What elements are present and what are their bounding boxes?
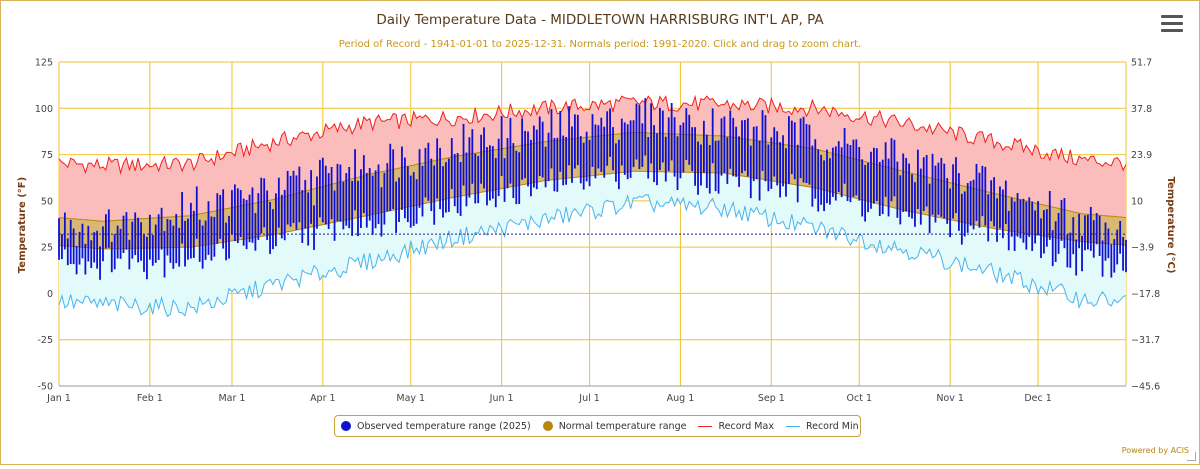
y-tick-label: 100 [35, 104, 53, 115]
legend-item-normal[interactable]: Normal temperature range [542, 420, 687, 432]
normal-low-line [58, 170, 1127, 250]
y-tick-label-right: 23.9 [1131, 150, 1152, 161]
legend-item-observed[interactable]: Observed temperature range (2025) [341, 421, 531, 432]
y-tick-label: 75 [41, 150, 53, 161]
record-max-area [59, 96, 1126, 222]
x-tick-label: Apr 1 [310, 393, 336, 404]
legend-label-normal: Normal temperature range [558, 420, 687, 432]
chart-title: Daily Temperature Data - MIDDLETOWN HARR… [376, 12, 824, 28]
y-tick-label: 125 [35, 58, 53, 69]
powered-by-acis-link[interactable]: Powered by ACIS [1121, 446, 1189, 455]
y-tick-label: -25 [37, 335, 53, 346]
y-tick-label-right: 10 [1131, 196, 1143, 207]
record-min-line[interactable] [58, 194, 1127, 318]
record-max-line-icon [698, 425, 713, 427]
y-tick-label-right: −45.6 [1131, 382, 1160, 393]
x-tick-label: May 1 [396, 393, 425, 404]
y-tick-label-right: −3.9 [1131, 243, 1154, 254]
record-min-line-icon [785, 425, 800, 427]
observed-dot-icon [341, 421, 351, 431]
legend-label-observed: Observed temperature range (2025) [357, 420, 531, 432]
y-tick-label-right: 37.8 [1131, 104, 1152, 115]
x-tick-label: Sep 1 [758, 393, 785, 404]
x-tick-label: Jun 1 [489, 393, 514, 404]
y-tick-label: 50 [41, 196, 53, 207]
hamburger-menu-icon[interactable] [1161, 15, 1183, 33]
y-tick-label: 25 [41, 243, 53, 254]
legend-label-record-max: Record Max [718, 420, 774, 432]
y-tick-label: -50 [37, 382, 53, 393]
y-tick-label-right: 51.7 [1131, 58, 1152, 69]
x-tick-label: Aug 1 [667, 393, 695, 404]
resize-handle-icon[interactable] [1187, 452, 1196, 461]
record-max-line[interactable] [58, 94, 1127, 175]
y-tick-label-right: −31.7 [1131, 335, 1160, 346]
chart-subtitle: Period of Record - 1941-01-01 to 2025-12… [339, 39, 861, 50]
y-tick-label-right: −17.8 [1131, 289, 1160, 300]
x-tick-label: Oct 1 [847, 393, 873, 404]
record-min-area [59, 171, 1126, 317]
x-tick-label: Nov 1 [936, 393, 964, 404]
x-tick-label: Feb 1 [137, 393, 163, 404]
y-axis-label-right: Temperature (°C) [1165, 177, 1176, 274]
x-tick-label: Jan 1 [46, 393, 71, 404]
y-axis-label-left: Temperature (°F) [17, 177, 28, 273]
chart-legend: Observed temperature range (2025) Normal… [334, 415, 861, 437]
normal-dot-icon [542, 421, 553, 431]
y-tick-label: 0 [47, 289, 53, 300]
legend-label-record-min: Record Min [805, 420, 859, 432]
x-tick-label: Jul 1 [578, 393, 600, 404]
x-tick-label: Dec 1 [1024, 393, 1051, 404]
legend-item-record-min[interactable]: Record Min [785, 420, 859, 432]
x-tick-label: Mar 1 [218, 393, 245, 404]
legend-item-record-max[interactable]: Record Max [698, 420, 774, 432]
